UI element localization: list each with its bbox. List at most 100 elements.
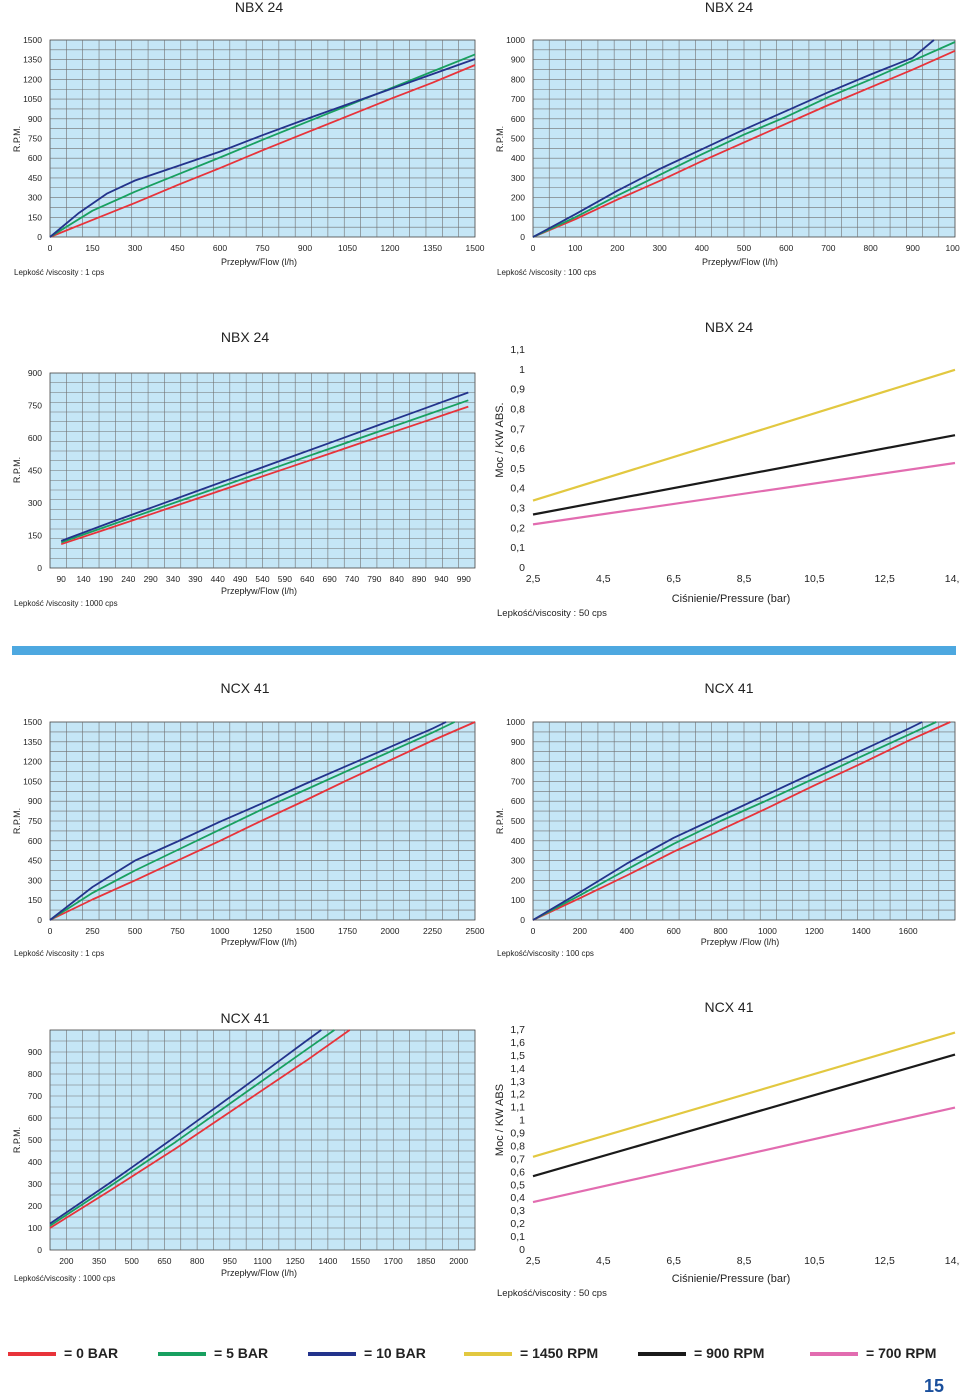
chart-panel-7: 0 100 200 300 400 500 600 700 800 900 200 350 500 650…	[12, 1010, 476, 1283]
x-tick-label: 1400	[318, 1256, 337, 1266]
x-tick-label: 1250	[253, 926, 272, 936]
x-tick-label: 700	[821, 243, 835, 253]
y-tick-label: 900	[28, 368, 42, 378]
legend-swatch-10bar	[308, 1352, 356, 1356]
x-tick-label: 300	[653, 243, 667, 253]
x-tick-label: 4,5	[596, 1255, 611, 1267]
series-line-5-bar	[532, 41, 956, 238]
y-tick-label: 300	[28, 875, 42, 885]
x-tick-label: 2,5	[526, 573, 541, 585]
x-tick-label: 1850	[417, 1256, 436, 1266]
x-tick-label: 90	[56, 574, 66, 584]
y-tick-label: 1200	[23, 757, 42, 767]
series-line-10-bar	[49, 1029, 322, 1225]
series-line-0-bar	[532, 721, 951, 921]
x-tick-label: 100	[568, 243, 582, 253]
viscosity-note: Lepkość /viscosity : 1000 cps	[14, 599, 118, 608]
y-tick-label: 1,7	[510, 1024, 525, 1036]
series-line-5-bar	[49, 53, 476, 238]
legend-label-900rpm: = 900 RPM	[694, 1345, 765, 1361]
x-tick-label: 8,5	[737, 1255, 752, 1267]
x-tick-label: 2500	[466, 926, 485, 936]
chart-title: NBX 24	[705, 319, 753, 335]
y-tick-label: 0	[520, 232, 525, 242]
x-tick-label: 500	[125, 1256, 139, 1266]
y-tick-label: 400	[511, 153, 525, 163]
x-tick-label: 8,5	[737, 573, 752, 585]
y-tick-label: 900	[511, 55, 525, 65]
y-tick-label: 0	[519, 1244, 525, 1256]
y-tick-label: 1050	[23, 776, 42, 786]
chart-title: NCX 41	[704, 680, 753, 696]
y-tick-label: 0,7	[510, 423, 525, 435]
y-tick-label: 750	[28, 134, 42, 144]
y-tick-label: 0,5	[510, 1179, 525, 1191]
x-tick-label: 1400	[852, 926, 871, 936]
chart-panel-6: 0 100 200 300 400 500 600 700 800 900 1000 0 200 400 6…	[495, 680, 956, 958]
y-tick-label: 500	[511, 816, 525, 826]
x-tick-label: 1600	[899, 926, 918, 936]
x-tick-label: 1500	[466, 243, 485, 253]
x-tick-label: 1200	[381, 243, 400, 253]
y-tick-label: 200	[28, 1201, 42, 1211]
y-tick-label: 300	[511, 173, 525, 183]
y-tick-label: 500	[511, 134, 525, 144]
y-tick-label: 900	[511, 737, 525, 747]
y-tick-label: 0,2	[510, 522, 525, 534]
x-tick-label: 400	[620, 926, 634, 936]
x-tick-label: 200	[573, 926, 587, 936]
chart-panel-4: 0 0,1 0,2 0,3 0,4 0,5 0,6 0,7 0,8 0,9 1 1,1 2,5 4,5 6,…	[494, 319, 960, 619]
x-tick-label: 0	[531, 243, 536, 253]
y-tick-label: 0,2	[510, 1218, 525, 1230]
x-tick-label: 1200	[805, 926, 824, 936]
y-tick-label: 750	[28, 401, 42, 411]
series-line-1450-rpm	[532, 368, 956, 502]
y-tick-label: 900	[28, 796, 42, 806]
chart-panel-3: 0 150 300 450 600 750 900 90 140 190 240 290 340 390 4…	[12, 329, 476, 608]
x-tick-label: 200	[59, 1256, 73, 1266]
legend-swatch-5bar	[158, 1352, 206, 1356]
x-tick-label: 900	[298, 243, 312, 253]
x-axis-label: Przepływ/Flow (l/h)	[221, 257, 297, 267]
x-tick-label: 1050	[338, 243, 357, 253]
chart-title: NCX 41	[704, 999, 753, 1015]
y-tick-label: 0,9	[510, 384, 525, 396]
x-tick-label: 0	[48, 926, 53, 936]
x-tick-label: 350	[92, 1256, 106, 1266]
chart-panel-1: 0 150 300 450 600 750 900 1050 1200 1350 1500 0 150 3…	[12, 0, 485, 277]
x-tick-label: 750	[170, 926, 184, 936]
x-tick-label: 950	[223, 1256, 237, 1266]
legend-swatch-0bar	[8, 1352, 56, 1356]
viscosity-note: Lepkość /viscosity : 100 cps	[497, 268, 596, 277]
y-tick-label: 200	[511, 875, 525, 885]
y-tick-label: 1500	[23, 717, 42, 727]
chart-title: NCX 41	[220, 1010, 269, 1026]
y-tick-label: 0,8	[510, 403, 525, 415]
grid-lines	[50, 1030, 475, 1250]
legend-label-5bar: = 5 BAR	[214, 1345, 269, 1361]
y-axis-label: R.P.M.	[495, 808, 505, 834]
viscosity-note: Lepkość/viscosity : 50 cps	[497, 608, 607, 619]
y-tick-label: 600	[511, 796, 525, 806]
page-number: 15	[924, 1376, 945, 1396]
x-tick-label: 390	[188, 574, 202, 584]
x-tick-label: 6,5	[666, 1255, 681, 1267]
y-tick-label: 450	[28, 173, 42, 183]
y-tick-label: 1	[519, 364, 525, 376]
x-tick-label: 900	[906, 243, 920, 253]
x-tick-label: 590	[278, 574, 292, 584]
y-tick-label: 0	[37, 915, 42, 925]
chart-title: NBX 24	[705, 0, 753, 15]
viscosity-note: Lepkość/viscosity : 1000 cps	[14, 1274, 115, 1283]
chart-title: NCX 41	[220, 680, 269, 696]
y-tick-label: 0,5	[510, 463, 525, 475]
y-tick-label: 150	[28, 531, 42, 541]
x-tick-label: 800	[713, 926, 727, 936]
chart-panel-8: 00,10,20,30,40,50,60,70,80,911,11,21,31,…	[494, 999, 960, 1299]
y-tick-label: 300	[511, 856, 525, 866]
y-tick-label: 200	[511, 193, 525, 203]
legend-label-700rpm: = 700 RPM	[866, 1345, 937, 1361]
x-tick-label: 690	[323, 574, 337, 584]
y-axis-label: R.P.M.	[12, 1127, 22, 1153]
y-tick-label: 400	[28, 1157, 42, 1167]
